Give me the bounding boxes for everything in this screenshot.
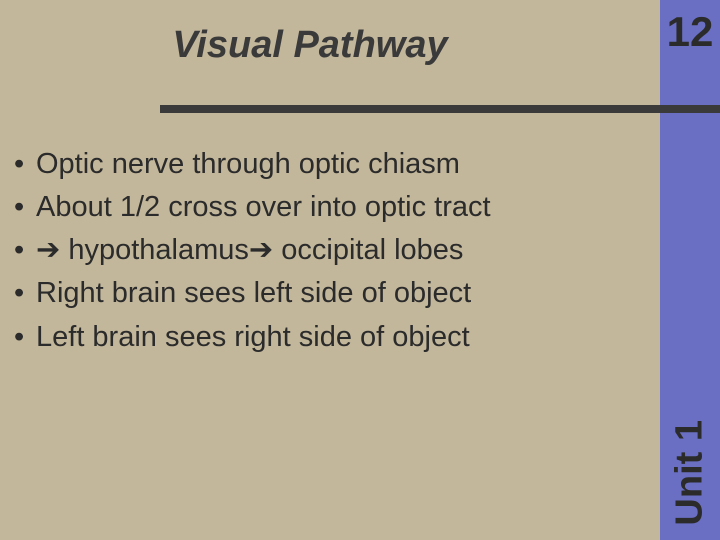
slide: Visual Pathway 12 Unit 1 •Optic nerve th… [0, 0, 720, 540]
slide-number: 12 [660, 8, 720, 56]
list-item: •About 1/2 cross over into optic tract [14, 188, 644, 227]
unit-label: Unit 1 [669, 420, 712, 526]
bullet-icon: • [14, 145, 36, 184]
bullet-icon: • [14, 318, 36, 357]
slide-title: Visual Pathway [0, 24, 620, 67]
bullet-text: ➔ hypothalamus➔ occipital lobes [36, 234, 463, 266]
title-underline-rule [160, 105, 720, 113]
bullet-text: Optic nerve through optic chiasm [36, 148, 460, 180]
bullet-text: Left brain sees right side of object [36, 321, 470, 353]
bullet-icon: • [14, 188, 36, 227]
bullet-text: About 1/2 cross over into optic tract [36, 191, 491, 223]
bullet-text: Right brain sees left side of object [36, 277, 471, 309]
list-item: •➔ hypothalamus➔ occipital lobes [14, 231, 644, 270]
bullet-icon: • [14, 274, 36, 313]
bullet-list: •Optic nerve through optic chiasm •About… [14, 145, 644, 361]
bullet-icon: • [14, 231, 36, 270]
list-item: •Right brain sees left side of object [14, 274, 644, 313]
list-item: •Left brain sees right side of object [14, 318, 644, 357]
list-item: •Optic nerve through optic chiasm [14, 145, 644, 184]
